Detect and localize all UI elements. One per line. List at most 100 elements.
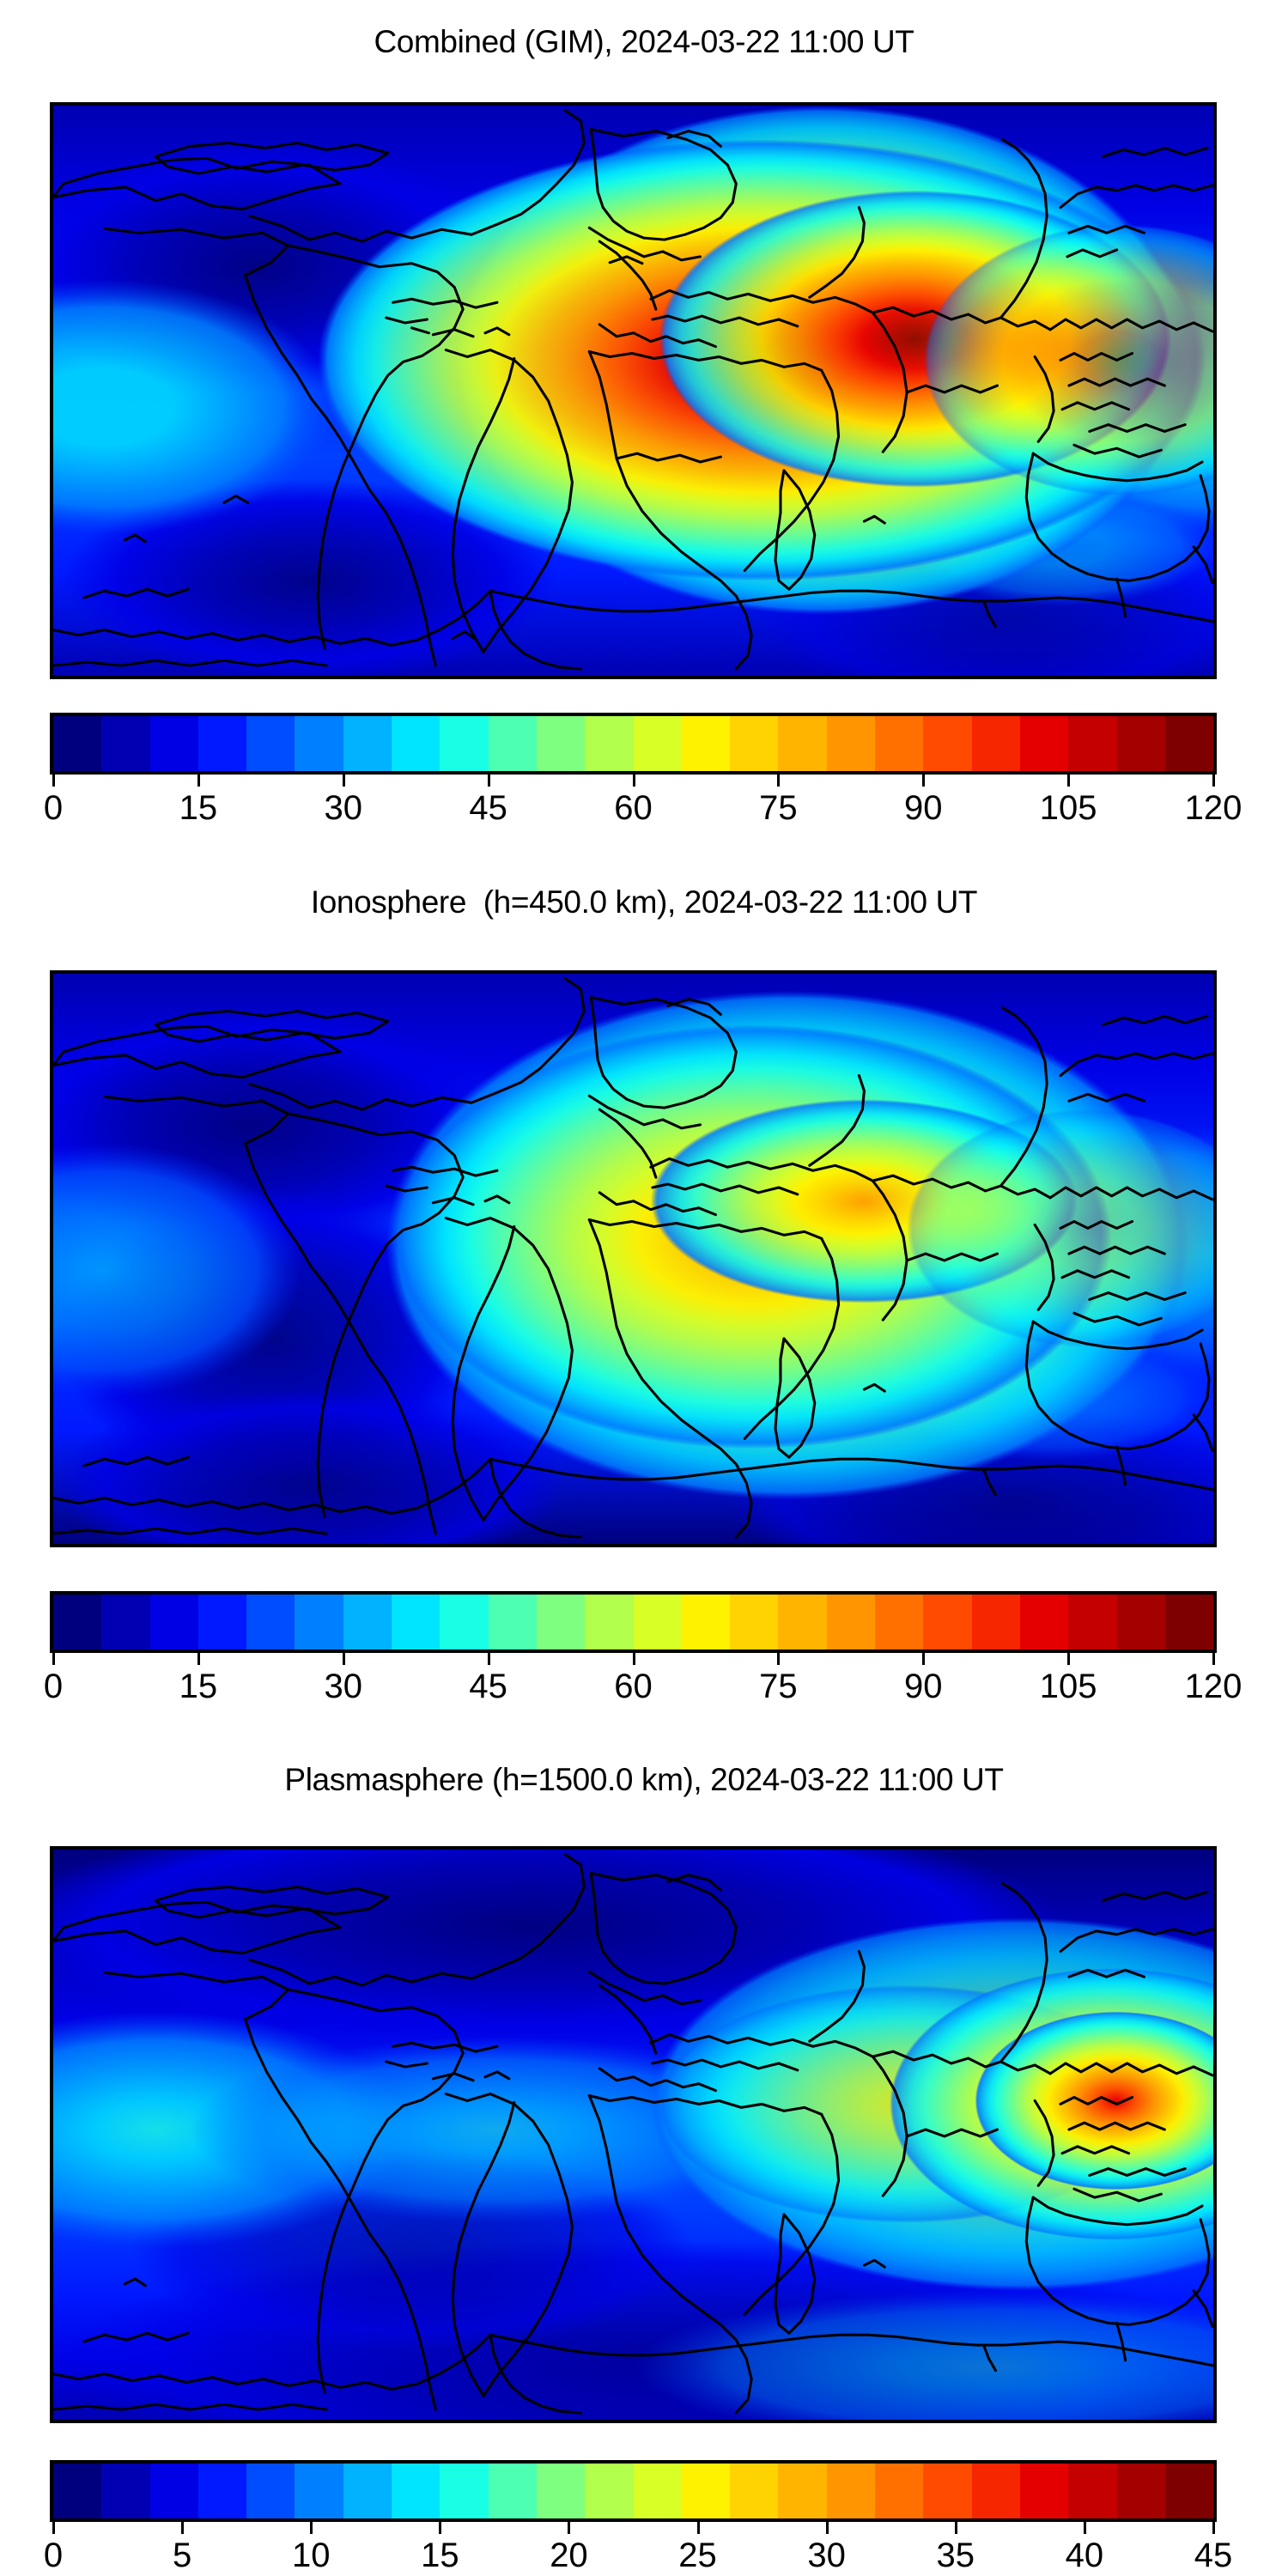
colorbar-tick-label: 120 [1184,789,1242,827]
colorbar-tick-label: 0 [43,789,64,827]
colorbar-tick-label: 15 [179,789,218,827]
colorbar-segment [488,2464,537,2518]
panel-title-combined: Combined (GIM), 2024-03-22 11:00 UT [374,24,914,59]
colorbar-segment [826,716,876,771]
colorbar-tick [777,775,781,787]
colorbar-segment [197,716,247,771]
colorbar-segment [1116,1595,1165,1649]
colorbar-tick-label: 20 [550,2537,588,2574]
colorbar-segment [778,1595,827,1649]
colorbar-tick [342,775,345,787]
colorbar-tick [825,2522,829,2534]
colorbar-segment [101,716,150,771]
colorbar-segment [730,716,779,771]
colorbar-tick-label: 25 [678,2537,717,2574]
colorbar-segment [826,2464,876,2518]
colorbar-tick-label: 90 [904,1668,943,1705]
colorbar-strip-plasmasphere [53,2464,1213,2518]
colorbar-segment [1164,716,1213,771]
colorbar-segment [343,1595,392,1649]
map-plasmasphere [50,1846,1217,2423]
colorbar-tick [1212,2522,1215,2534]
colorbar-segment [1116,2464,1165,2518]
colorbar-tick [568,2522,571,2534]
colorbar-segment [295,2464,343,2518]
colorbar-tick-label: 15 [179,1668,218,1705]
colorbar-strip-combined [53,716,1213,771]
colorbar-segment [536,1595,586,1649]
colorbar-segment [1068,716,1117,771]
colorbar-segment [971,716,1020,771]
colorbar-tick [777,1653,781,1665]
panel-title-plasmasphere: Plasmasphere (h=1500.0 km), 2024-03-22 1… [284,1762,1004,1797]
colorbar-segment [440,2464,489,2518]
panel-ionosphere: Ionosphere (h=450.0 km), 2024-03-22 11:0… [0,867,1288,1743]
colorbar-segment [923,716,972,771]
colorbar-segment [440,1595,489,1649]
colorbar-tick-label: 0 [43,1668,64,1705]
colorbar-segment [343,2464,392,2518]
colorbar-segment [488,1595,537,1649]
map-canvas-ionosphere [53,974,1213,1544]
colorbar-segment [633,1595,682,1649]
map-canvas-plasmasphere [53,1850,1213,2420]
coastlines-plasmasphere [53,1853,1213,2415]
colorbar-tick-label: 40 [1065,2537,1104,2574]
colorbar-segment [536,716,586,771]
colorbar-segment [875,1595,924,1649]
colorbar-tick [487,775,490,787]
colorbar-segment [875,2464,924,2518]
colorbar-tick [52,775,55,787]
colorbar-segment [681,2464,731,2518]
colorbar-tick-label: 30 [324,789,363,827]
colorbar-tick [310,2522,313,2534]
colorbar-tick-label: 0 [43,2537,64,2574]
colorbar-segment [295,716,343,771]
colorbar-combined [50,713,1217,775]
colorbar-tick [922,1653,926,1665]
colorbar-segment [1019,1595,1069,1649]
colorbar-ticks-ionosphere [50,1653,1217,1665]
colorbar-segment [149,716,198,771]
colorbar-segment [730,1595,779,1649]
colorbar-segment [101,1595,150,1649]
colorbar-tick-label: 45 [469,789,507,827]
colorbar-tick-label: 75 [759,1668,798,1705]
colorbar-segment [585,716,634,771]
colorbar-tick [342,1653,345,1665]
colorbar-ionosphere [50,1591,1217,1653]
colorbar-tick [487,1653,490,1665]
colorbar-tick-labels-ionosphere: 0 15 30 45 60 75 90 105 120 [0,1668,1288,1708]
colorbar-segment [681,716,731,771]
colorbar-segment [149,2464,198,2518]
colorbar-tick-label: 35 [936,2537,975,2574]
colorbar-tick [954,2522,957,2534]
colorbar-tick [52,1653,55,1665]
panel-combined: Combined (GIM), 2024-03-22 11:00 UT [0,0,1288,859]
colorbar-segment [730,2464,779,2518]
colorbar-segment [971,1595,1020,1649]
colorbar-segment [1068,2464,1117,2518]
colorbar-segment [1019,716,1069,771]
colorbar-segment [488,716,537,771]
colorbar-segment [197,1595,247,1649]
colorbar-segment [633,2464,682,2518]
colorbar-segment [778,2464,827,2518]
colorbar-tick [1067,775,1071,787]
colorbar-tick-label: 60 [614,789,653,827]
colorbar-tick [1083,2522,1086,2534]
colorbar-ticks-plasmasphere [50,2522,1217,2534]
colorbar-segment [681,1595,731,1649]
colorbar-tick [439,2522,442,2534]
colorbar-segment [778,716,827,771]
colorbar-tick [197,1653,200,1665]
colorbar-segment [101,2464,150,2518]
colorbar-tick [1212,1653,1215,1665]
colorbar-segment [585,2464,634,2518]
colorbar-tick-label: 105 [1039,1668,1097,1705]
colorbar-tick-label: 15 [421,2537,459,2574]
map-ionosphere [50,970,1217,1547]
colorbar-tick-label: 30 [324,1668,363,1705]
colorbar-segment [923,2464,972,2518]
